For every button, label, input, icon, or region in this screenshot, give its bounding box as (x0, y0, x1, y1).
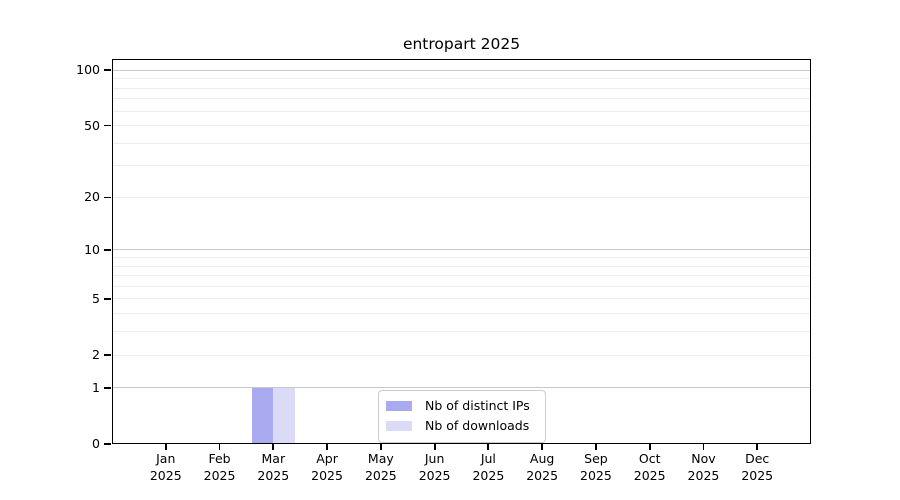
x-tick-year: 2025 (364, 467, 397, 483)
x-tick-month: Mar (261, 451, 286, 466)
y-tick-2 (104, 354, 111, 356)
y-tick-label-50: 50 (84, 117, 100, 133)
x-tick-year: 2025 (203, 467, 236, 483)
x-tick-sep (595, 444, 597, 450)
x-tick-feb (218, 444, 221, 450)
x-tick-jan (164, 444, 167, 450)
plot-area: 0 1 2 5 10 20 50 100 Jan 2025 Feb 2025 Mar 2025 Apr 202… (76, 59, 811, 483)
y-tick-1 (104, 386, 111, 389)
legend: Nb of distinct IPs Nb of downloads (378, 390, 546, 443)
y-tick-50 (104, 124, 111, 127)
x-tick-apr (326, 444, 328, 450)
x-tick-month: Oct (638, 451, 661, 466)
x-tick-month: Jul (480, 451, 496, 466)
x-tick-may (379, 444, 382, 450)
x-tick-month: May (367, 451, 394, 466)
x-tick-month: Jan (156, 451, 176, 466)
legend-swatch-distinct-ips (386, 401, 412, 411)
y-tick-label-5: 5 (92, 290, 100, 306)
legend-label: Nb of downloads (425, 418, 530, 433)
gridline-minor-60 (112, 110, 811, 112)
gridline-minor-9 (112, 257, 811, 258)
x-tick-jul (487, 444, 490, 450)
y-tick-10 (104, 248, 111, 251)
x-tick-year: 2025 (580, 467, 612, 483)
chart-title: entropart 2025 (402, 35, 521, 53)
y-tick-label-20: 20 (84, 189, 100, 205)
gridline-minor-30 (112, 165, 811, 167)
y-tick-100 (104, 69, 111, 72)
x-tick-label-sep: Sep 2025 (580, 451, 612, 484)
legend-label: Nb of distinct IPs (425, 398, 530, 413)
y-tick-20 (104, 196, 111, 199)
gridline-major-10 (112, 249, 811, 251)
x-tick-year: 2025 (311, 467, 343, 483)
gridline-minor-7 (112, 275, 811, 277)
gridline-minor-70 (112, 98, 811, 100)
x-tick-aug (541, 444, 544, 450)
x-tick-month: Feb (208, 451, 231, 466)
x-tick-label-apr: Apr 2025 (311, 451, 343, 484)
x-tick-label-nov: Nov 2025 (688, 451, 720, 484)
gridline-major-100 (112, 69, 811, 71)
x-tick-label-may: May 2025 (365, 451, 397, 484)
gridline-minor-8 (112, 265, 811, 267)
legend-item-downloads: Nb of downloads (386, 416, 530, 436)
y-tick-0 (104, 443, 111, 445)
x-tick-month: Nov (691, 451, 716, 466)
x-tick-label-dec: Dec 2025 (741, 451, 773, 484)
x-tick-label-mar: Mar 2025 (257, 451, 289, 484)
x-tick-year: 2025 (472, 467, 505, 483)
y-tick-label-2: 2 (92, 347, 100, 363)
x-tick-dec (756, 444, 759, 450)
y-tick-label-1: 1 (92, 379, 100, 395)
gridline-minor-20 (112, 196, 811, 198)
bar-distinct-ips-mar (251, 387, 274, 444)
x-tick-month: Jun (424, 451, 445, 466)
x-tick-label-jul: Jul 2025 (472, 451, 504, 484)
x-tick-label-feb: Feb 2025 (204, 451, 236, 484)
x-tick-year: 2025 (741, 467, 774, 483)
x-tick-year: 2025 (687, 467, 720, 483)
legend-swatch-downloads (386, 421, 412, 431)
gridline-minor-4 (112, 313, 811, 315)
gridline-minor-2 (112, 354, 811, 356)
x-tick-month: Aug (529, 451, 555, 466)
gridline-minor-50 (112, 125, 811, 127)
x-tick-year: 2025 (633, 467, 666, 483)
bar-downloads-mar (273, 387, 295, 444)
gridline-minor-90 (112, 78, 811, 80)
x-tick-month: Dec (745, 451, 770, 466)
gridline-minor-6 (112, 285, 811, 287)
y-tick-label-10: 10 (84, 241, 100, 257)
x-tick-year: 2025 (526, 467, 559, 483)
x-tick-oct (648, 444, 651, 450)
plot-frame (112, 59, 811, 444)
x-tick-month: Sep (584, 451, 608, 466)
x-tick-mar (272, 444, 275, 450)
gridline-major-1 (112, 387, 811, 389)
gridline-minor-5 (112, 298, 811, 300)
x-tick-jun (433, 444, 436, 450)
x-tick-label-aug: Aug 2025 (526, 451, 558, 484)
gridline-minor-40 (112, 142, 811, 144)
x-tick-nov (702, 444, 705, 450)
gridline-minor-3 (112, 331, 811, 333)
x-tick-year: 2025 (257, 467, 290, 483)
y-tick-5 (104, 297, 111, 300)
y-tick-label-100: 100 (76, 62, 100, 78)
y-tick-label-0: 0 (92, 436, 100, 451)
x-tick-year: 2025 (149, 467, 182, 483)
gridline-minor-80 (112, 87, 811, 89)
x-tick-label-jun: Jun 2025 (419, 451, 451, 484)
x-tick-month: Apr (316, 451, 338, 466)
x-tick-year: 2025 (418, 467, 451, 483)
x-tick-label-jan: Jan 2025 (150, 451, 182, 484)
legend-item-distinct-ips: Nb of distinct IPs (386, 396, 530, 416)
x-tick-label-oct: Oct 2025 (634, 451, 666, 484)
